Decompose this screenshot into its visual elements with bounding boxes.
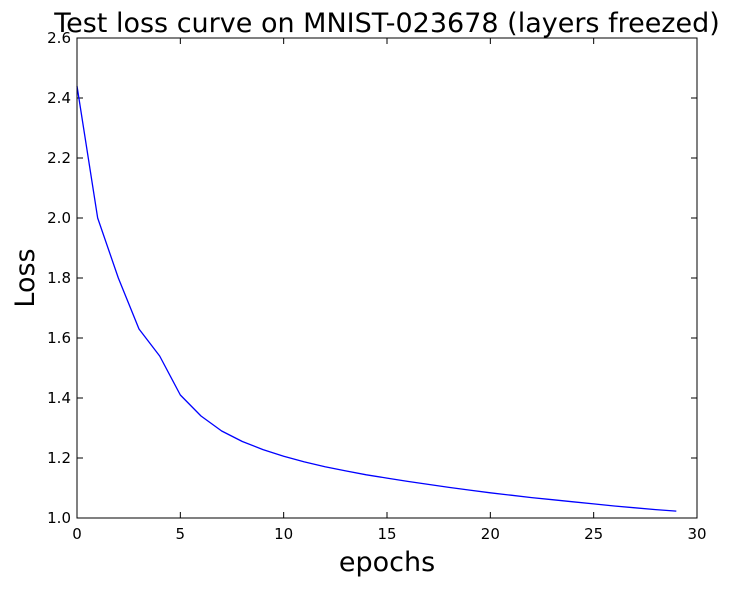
x-tick-label: 20 <box>481 525 500 543</box>
series-layer <box>76 85 677 512</box>
y-tick-label: 1.2 <box>47 449 71 467</box>
axis-ticks: 0 5 10 15 20 25 30 1.0 1.2 1.4 1.6 1.8 2.0 2.2 2.4 2.6 <box>47 29 706 543</box>
plot-area-frame <box>76 37 698 519</box>
loss-series-line <box>76 85 677 512</box>
y-tick-label: 2.6 <box>47 29 71 47</box>
x-tick-label: 10 <box>274 525 293 543</box>
y-tick-label: 1.8 <box>47 269 71 287</box>
x-tick-label: 5 <box>176 525 186 543</box>
y-tick-label: 2.2 <box>47 149 71 167</box>
y-tick-label: 2.4 <box>47 89 71 107</box>
x-tick-label: 25 <box>584 525 603 543</box>
x-tick-label: 0 <box>72 525 82 543</box>
x-tick-label: 15 <box>377 525 396 543</box>
y-tick-label: 1.4 <box>47 389 71 407</box>
y-axis-label: Loss <box>10 248 41 307</box>
y-tick-label: 1.0 <box>47 509 71 527</box>
x-tick-label: 30 <box>687 525 706 543</box>
x-axis-label: epochs <box>339 547 435 578</box>
y-tick-label: 2.0 <box>47 209 71 227</box>
chart-title: Test loss curve on MNIST-023678 (layers … <box>53 8 720 39</box>
y-tick-label: 1.6 <box>47 329 71 347</box>
